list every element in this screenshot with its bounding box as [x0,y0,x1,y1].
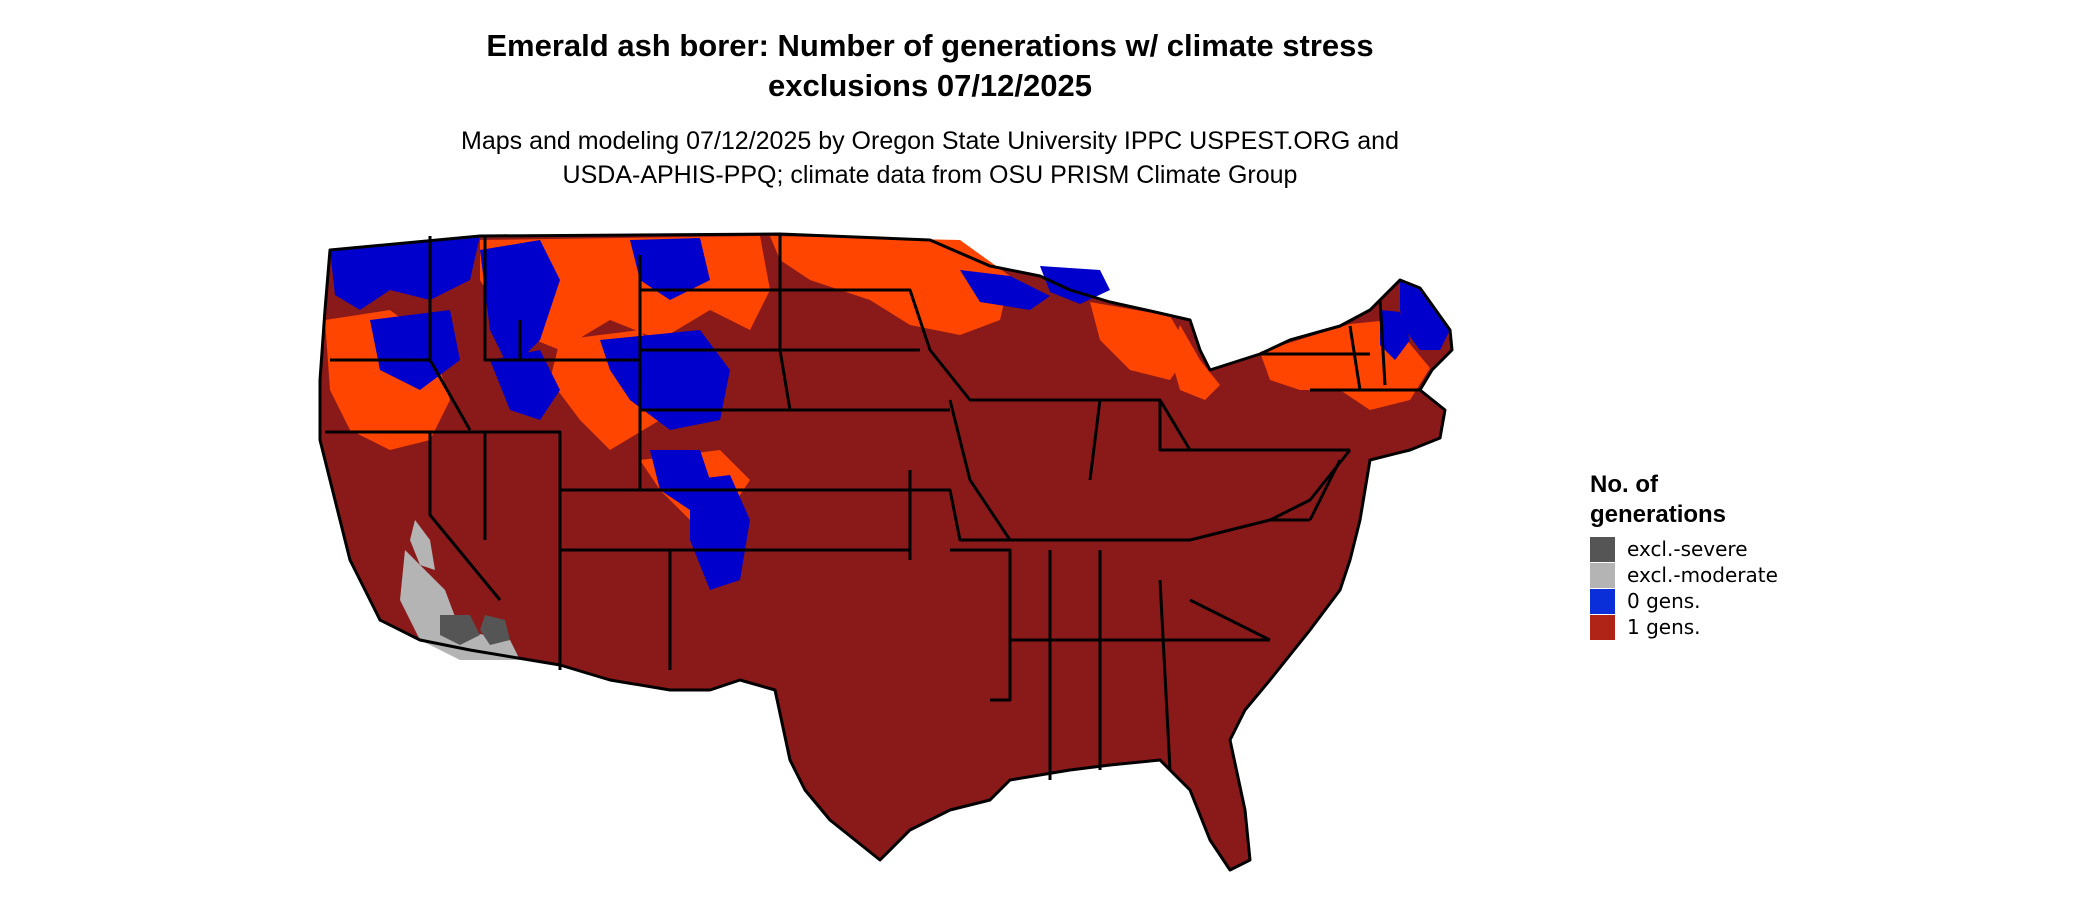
map-subtitle: Maps and modeling 07/12/2025 by Oregon S… [380,124,1480,192]
legend-label: excl.-severe [1627,537,1748,561]
subtitle-line-2: USDA-APHIS-PPQ; climate data from OSU PR… [562,161,1298,189]
legend-label: excl.-moderate [1627,563,1778,587]
legend-item-excl-severe: excl.-severe [1590,536,1778,562]
zero-generation-zones [330,236,1450,590]
legend-label: 1 gens. [1627,615,1701,639]
legend-label: 0 gens. [1627,589,1701,613]
legend-swatch [1590,562,1615,588]
state-borders [318,232,1454,872]
legend-swatch [1590,588,1615,614]
title-line-1: Emerald ash borer: Number of generations… [486,28,1374,63]
map-title: Emerald ash borer: Number of generations… [380,26,1480,106]
legend-title-line-1: No. of [1590,471,1658,498]
legend-item-excl-moderate: excl.-moderate [1590,562,1778,588]
title-line-2: exclusions 07/12/2025 [767,68,1092,103]
conus-land [320,234,1452,870]
legend-title: No. of generations [1590,470,1778,530]
us-generations-map [318,232,1454,872]
legend-swatch [1590,536,1615,562]
legend-item-0-gens: 0 gens. [1590,588,1778,614]
legend-swatch [1590,614,1615,640]
legend: No. of generations excl.-severe excl.-mo… [1590,470,1778,640]
legend-item-1-gens: 1 gens. [1590,614,1778,640]
exclusion-zones [400,520,520,660]
legend-title-line-2: generations [1590,501,1727,528]
subtitle-line-1: Maps and modeling 07/12/2025 by Oregon S… [461,127,1399,155]
